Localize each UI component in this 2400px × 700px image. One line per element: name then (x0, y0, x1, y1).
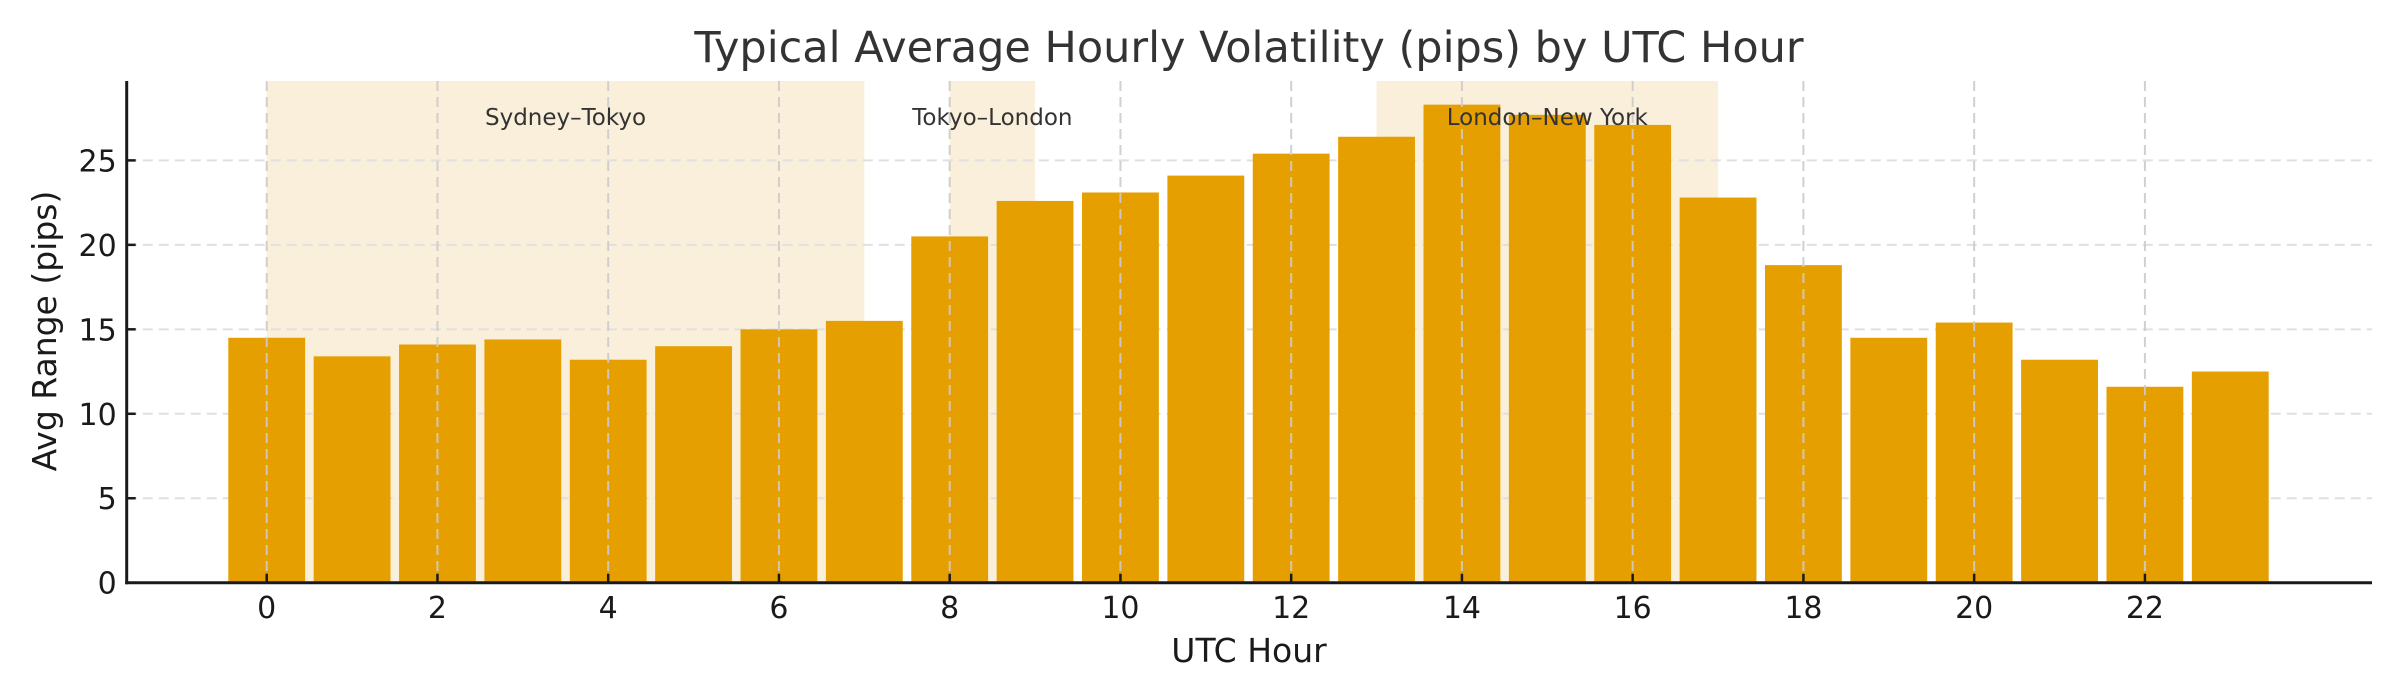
session-label: Sydney–Tokyo (485, 105, 646, 131)
x-axis-label: UTC Hour (1171, 631, 1327, 670)
bar (1338, 136, 1415, 583)
y-tick-label: 15 (79, 313, 117, 348)
x-tick-label: 22 (2126, 591, 2164, 626)
x-ticks: 0 2 4 6 8 10 12 14 16 18 20 22 (257, 573, 2164, 626)
axes (125, 81, 2372, 585)
y-tick-label: 0 (98, 567, 117, 602)
y-tick-label: 25 (79, 144, 117, 179)
y-tick-label: 5 (98, 482, 117, 517)
y-axis-label: Avg Range (pips) (25, 191, 64, 472)
x-tick-label: 2 (428, 591, 447, 626)
x-tick-label: 10 (1101, 591, 1139, 626)
x-tick-label: 20 (1955, 591, 1993, 626)
bar (655, 346, 732, 583)
x-tick-label: 6 (769, 591, 788, 626)
x-tick-label: 14 (1443, 591, 1481, 626)
bar (2191, 371, 2269, 583)
y-tick-label: 20 (79, 229, 117, 264)
bar (484, 339, 562, 583)
session-label: London–New York (1447, 105, 1649, 131)
bar (996, 200, 1074, 583)
bar (1508, 114, 1586, 583)
bar (1850, 337, 1928, 583)
x-tick-label: 18 (1784, 591, 1822, 626)
x-tick-label: 16 (1614, 591, 1652, 626)
bar (1679, 197, 1757, 583)
bar (1167, 175, 1245, 583)
session-label: Tokyo–London (911, 105, 1072, 131)
session-labels: Sydney–Tokyo Tokyo–London London–New York (485, 105, 1649, 131)
x-tick-label: 12 (1272, 591, 1310, 626)
bar (399, 344, 476, 583)
x-tick-label: 0 (257, 591, 276, 626)
x-tick-label: 8 (940, 591, 959, 626)
bar (825, 320, 903, 583)
y-ticks: 0 5 10 15 20 25 (79, 144, 136, 602)
chart-title: Typical Average Hourly Volatility (pips)… (693, 23, 1803, 73)
vertical-gridlines-overlay (265, 81, 2146, 583)
bar (2021, 359, 2098, 583)
x-tick-label: 4 (599, 591, 618, 626)
bar (313, 356, 391, 583)
y-tick-label: 10 (79, 398, 117, 433)
